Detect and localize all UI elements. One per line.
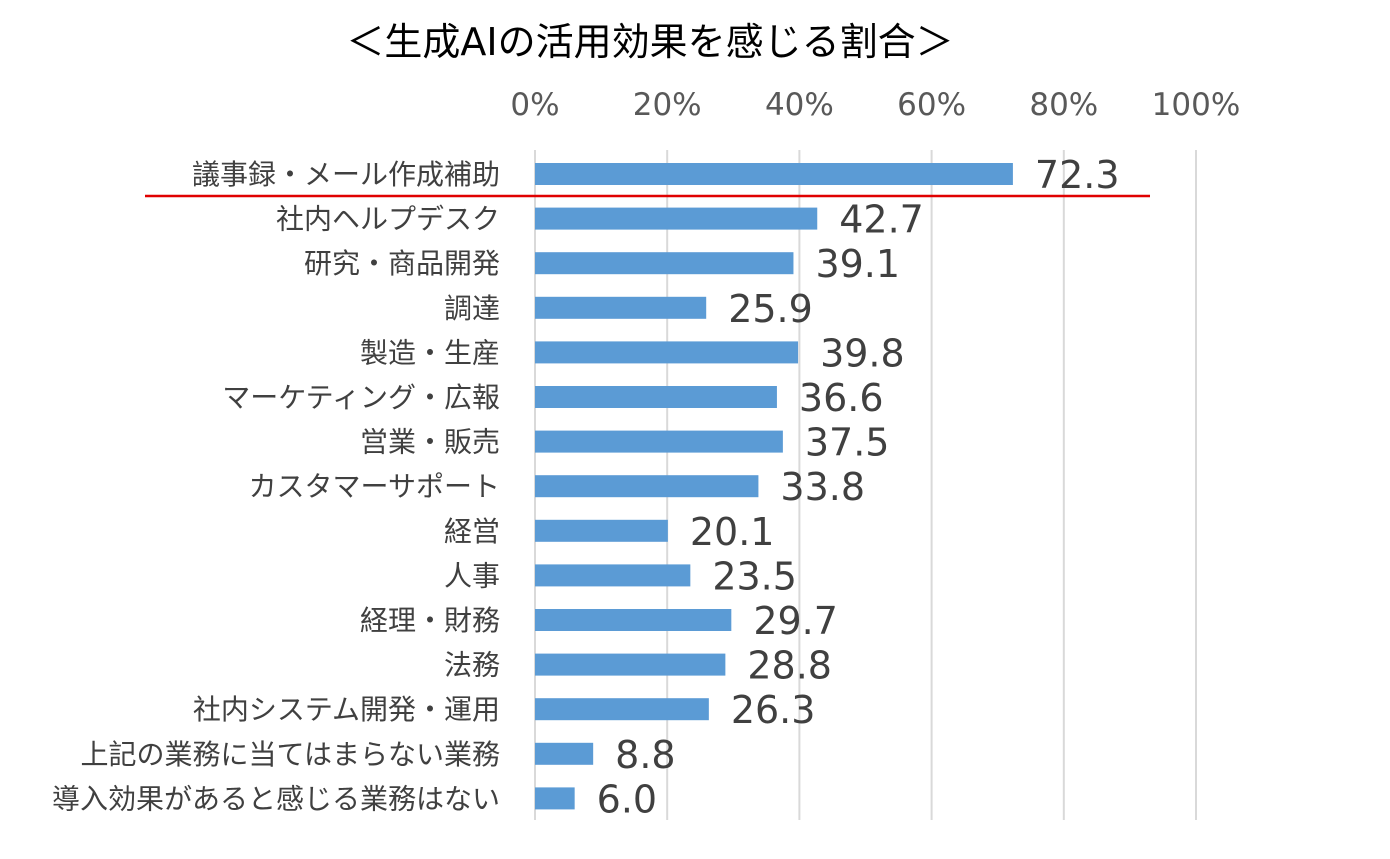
- x-tick-label: 40%: [765, 87, 834, 123]
- category-label: 上記の業務に当てはまらない業務: [81, 738, 500, 771]
- data-label: 23.5: [712, 554, 797, 598]
- bar: [535, 564, 691, 587]
- category-label: カスタマーサポート: [249, 470, 500, 503]
- data-label: 42.7: [839, 198, 924, 242]
- x-tick-label: 60%: [897, 87, 966, 123]
- bar: [535, 653, 726, 676]
- data-label: 20.1: [690, 510, 775, 554]
- category-label: 人事: [444, 559, 500, 592]
- bar: [535, 252, 794, 275]
- data-label: 28.8: [747, 644, 832, 688]
- data-label: 39.8: [820, 331, 905, 375]
- bar: [535, 698, 709, 721]
- x-tick-label: 80%: [1029, 87, 1098, 123]
- bar: [535, 609, 732, 631]
- bar: [535, 386, 777, 408]
- data-label: 36.6: [799, 376, 884, 420]
- category-label: 議事録・メール作成補助: [192, 158, 500, 191]
- bar: [535, 163, 1013, 185]
- bar: [535, 475, 759, 498]
- data-label: 33.8: [780, 465, 865, 509]
- bar: [535, 296, 707, 319]
- category-label: 調達: [444, 292, 500, 325]
- category-label: 社内ヘルプデスク: [276, 203, 500, 236]
- category-label: 製造・生産: [360, 336, 500, 369]
- data-label: 26.3: [731, 688, 816, 732]
- category-label: 社内システム開発・運用: [193, 693, 500, 726]
- data-label: 8.8: [615, 733, 675, 777]
- data-label: 39.1: [815, 242, 900, 286]
- category-label: 法務: [444, 649, 500, 682]
- data-label: 37.5: [805, 421, 890, 465]
- bar: [535, 742, 594, 765]
- category-label: マーケティング・広報: [222, 381, 500, 414]
- x-tick-label: 0%: [510, 87, 559, 123]
- data-label: 25.9: [728, 287, 813, 331]
- category-label: 経理・財務: [360, 604, 500, 637]
- x-tick-label: 100%: [1152, 87, 1241, 123]
- x-tick-label: 20%: [633, 87, 702, 123]
- data-label: 6.0: [597, 777, 657, 821]
- bar: [535, 430, 783, 453]
- category-label: 研究・商品開発: [304, 247, 500, 280]
- bar: [535, 519, 668, 542]
- bar: [535, 341, 799, 364]
- category-label: 営業・販売: [360, 426, 500, 459]
- category-label: 導入効果があると感じる業務はない: [52, 782, 500, 815]
- bar: [535, 207, 818, 230]
- bar: [535, 787, 575, 810]
- chart-title: ＜生成AIの活用効果を感じる割合＞: [346, 20, 953, 64]
- category-label: 経営: [444, 515, 500, 548]
- data-label: 29.7: [753, 599, 838, 643]
- data-label: 72.3: [1035, 153, 1120, 197]
